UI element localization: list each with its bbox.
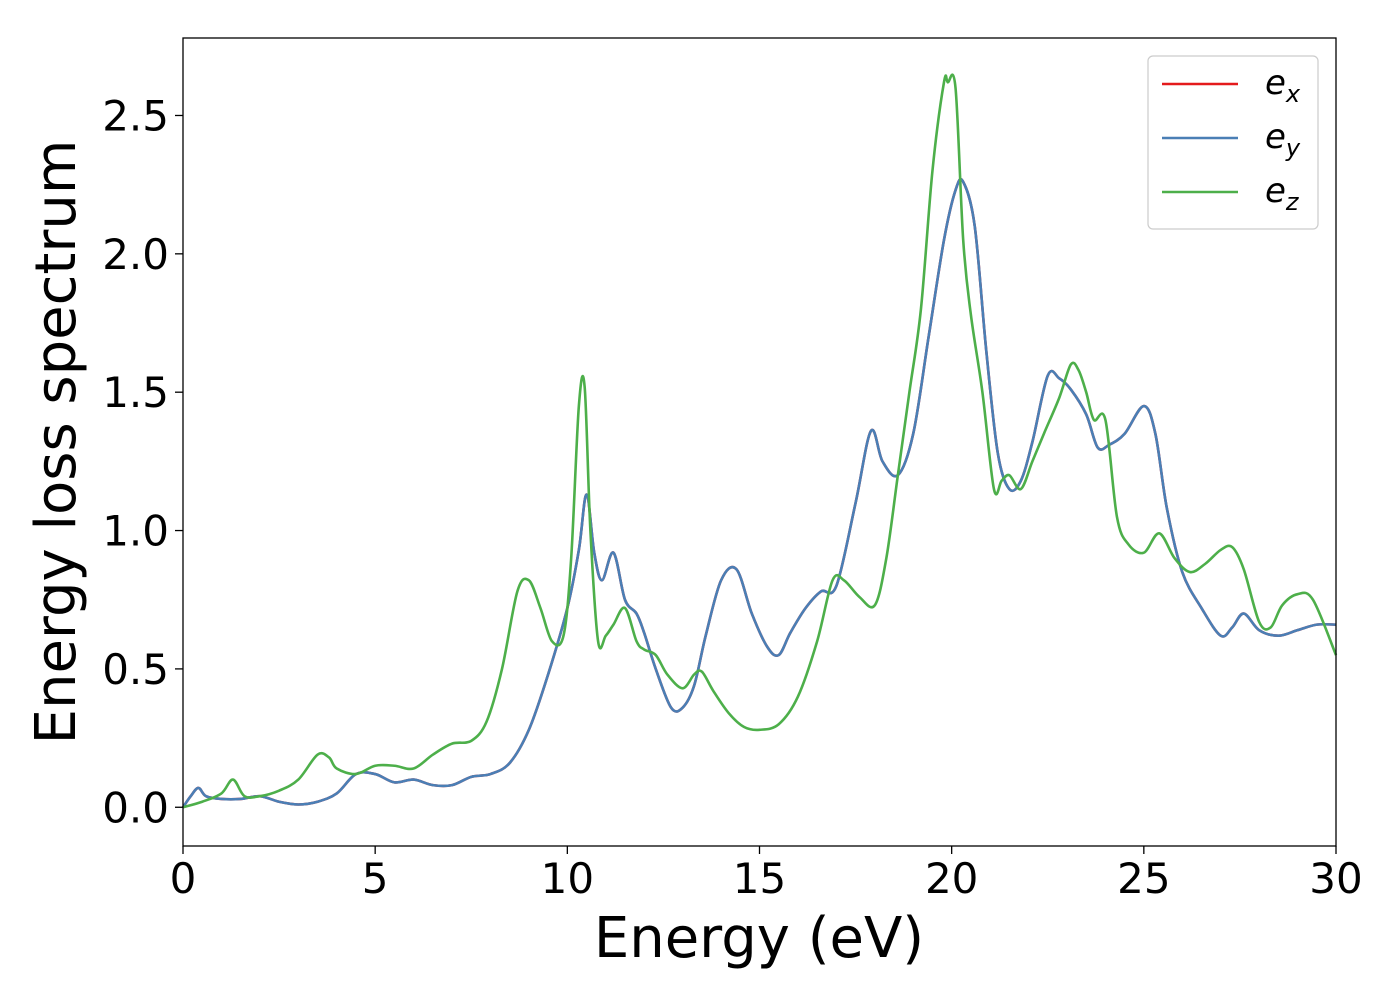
y-tick-label: 0.0: [102, 783, 169, 832]
x-tick-label: 10: [541, 854, 594, 903]
y-tick-label: 1.5: [102, 368, 169, 417]
x-tick-label: 20: [925, 854, 978, 903]
x-axis-title: Energy (eV): [594, 906, 924, 971]
y-tick-label: 2.5: [102, 91, 169, 140]
series-line-e-y: [181, 177, 1337, 809]
x-tick-label: 5: [362, 854, 389, 903]
series-lines: [181, 73, 1338, 809]
y-tick-label: 0.5: [102, 645, 169, 694]
x-tick-label: 25: [1117, 854, 1170, 903]
y-tick-label: 2.0: [102, 230, 169, 279]
x-axis-ticks: 0 5 10 15 20 25 30: [170, 846, 1363, 903]
series-line-e-z: [182, 73, 1338, 809]
y-tick-label: 1.0: [102, 507, 169, 556]
x-tick-label: 0: [170, 854, 197, 903]
legend-box: [1147, 55, 1319, 230]
x-tick-label: 30: [1309, 854, 1362, 903]
x-tick-label: 15: [733, 854, 786, 903]
y-axis-ticks: 0.0 0.5 1.0 1.5 2.0 2.5: [102, 91, 183, 832]
plot-background: [183, 38, 1336, 846]
y-axis-title: Energy loss spectrum: [24, 140, 89, 745]
